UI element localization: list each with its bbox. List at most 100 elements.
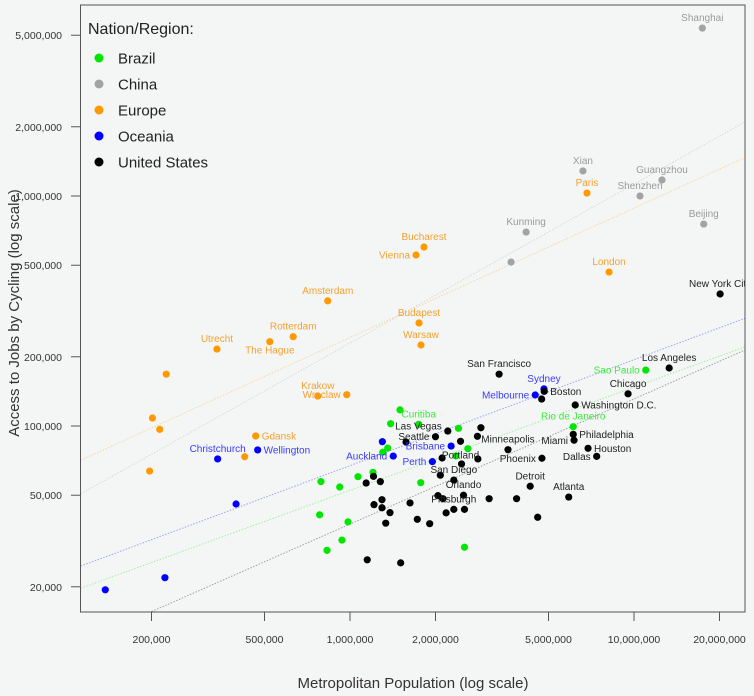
point-united-states bbox=[402, 438, 410, 446]
point-europe bbox=[266, 338, 274, 346]
x-tick-label: 500,000 bbox=[246, 634, 284, 646]
point-united-states bbox=[593, 452, 601, 460]
point-label: Shanghai bbox=[681, 13, 723, 24]
point-united-states bbox=[477, 424, 485, 432]
point-china bbox=[522, 228, 530, 236]
point-europe bbox=[146, 467, 154, 475]
point-label: Pittsburgh bbox=[431, 494, 476, 505]
point-united-states bbox=[382, 519, 390, 527]
point-united-states bbox=[431, 433, 440, 441]
y-tick-label: 5,000,000 bbox=[15, 30, 62, 42]
point-label: Washington D.C. bbox=[581, 400, 656, 411]
point-label: Sao Paulo bbox=[594, 366, 641, 377]
point-label: Boston bbox=[550, 387, 581, 398]
point-china bbox=[507, 258, 515, 266]
legend-marker-brazil bbox=[94, 53, 104, 63]
legend-marker-china bbox=[94, 79, 104, 89]
y-tick-label: 200,000 bbox=[24, 352, 62, 364]
plot-frame bbox=[80, 4, 746, 613]
point-label: Beijing bbox=[689, 209, 719, 220]
point-brazil bbox=[317, 478, 325, 486]
y-tick-label: 100,000 bbox=[24, 421, 62, 433]
point-label: Miami bbox=[541, 436, 568, 447]
legend-marker-united-states bbox=[94, 157, 104, 167]
point-united-states bbox=[569, 430, 577, 438]
point-label: Portland bbox=[442, 450, 479, 461]
point-europe bbox=[213, 345, 221, 353]
point-label: Vienna bbox=[379, 250, 410, 261]
point-label: San Diego bbox=[430, 465, 477, 476]
legend-label-oceania: Oceania bbox=[118, 129, 175, 146]
point-oceania bbox=[428, 458, 436, 466]
point-label: Amsterdam bbox=[302, 286, 353, 297]
point-oceania bbox=[101, 586, 109, 594]
point-label: Warsaw bbox=[403, 330, 440, 341]
point-europe bbox=[162, 370, 170, 378]
point-united-states bbox=[474, 455, 482, 463]
legend-label-china: China bbox=[118, 77, 158, 94]
point-brazil bbox=[344, 518, 352, 526]
point-label: Bucharest bbox=[401, 232, 446, 243]
point-label: Philadelphia bbox=[579, 430, 634, 441]
point-label: Detroit bbox=[515, 471, 545, 482]
point-brazil bbox=[460, 543, 469, 551]
point-label: New York City bbox=[689, 279, 751, 290]
point-label: Curitiba bbox=[402, 409, 437, 420]
x-axis-title: Metropolitan Population (log scale) bbox=[298, 675, 529, 692]
legend-label-europe: Europe bbox=[118, 103, 166, 120]
point-brazil bbox=[569, 423, 577, 431]
x-tick-label: 5,000,000 bbox=[525, 634, 572, 646]
point-united-states bbox=[376, 478, 384, 486]
point-label: Xian bbox=[573, 156, 593, 167]
legend-marker-oceania bbox=[94, 131, 104, 141]
point-united-states bbox=[716, 290, 724, 298]
point-label: Kunming bbox=[506, 217, 545, 228]
point-united-states bbox=[624, 390, 632, 398]
point-united-states bbox=[473, 432, 482, 440]
point-oceania bbox=[232, 500, 240, 508]
point-label: Rotterdam bbox=[270, 322, 317, 333]
point-united-states bbox=[439, 495, 447, 503]
point-oceania bbox=[378, 438, 386, 446]
point-united-states bbox=[538, 454, 546, 462]
point-united-states bbox=[442, 509, 450, 517]
legend-label-united-states: United States bbox=[118, 155, 208, 172]
point-brazil bbox=[415, 420, 423, 428]
point-united-states bbox=[426, 520, 434, 528]
point-label: San Francisco bbox=[467, 359, 531, 370]
y-tick-label: 20,000 bbox=[30, 582, 62, 594]
point-label: Los Angeles bbox=[642, 353, 697, 364]
point-oceania bbox=[447, 442, 455, 450]
point-label: Rio de Janeiro bbox=[541, 412, 606, 423]
point-united-states bbox=[538, 395, 546, 403]
point-label: Shenzhen bbox=[617, 181, 662, 192]
point-united-states bbox=[665, 364, 673, 372]
legend-marker-europe bbox=[94, 105, 104, 115]
point-label: Las Vegas bbox=[395, 422, 442, 433]
point-brazil bbox=[336, 483, 344, 491]
point-label: Gdansk bbox=[262, 431, 297, 442]
y-axis-title: Access to Jobs by Cycling (log scale) bbox=[6, 189, 23, 437]
point-china bbox=[698, 24, 706, 32]
point-united-states bbox=[397, 559, 405, 567]
point-europe bbox=[289, 333, 297, 341]
point-brazil bbox=[464, 445, 472, 453]
x-tick-label: 20,000,000 bbox=[693, 634, 746, 646]
point-label: Wroclaw bbox=[303, 390, 342, 401]
point-united-states bbox=[459, 491, 468, 499]
point-brazil bbox=[323, 546, 331, 554]
point-united-states bbox=[438, 454, 446, 462]
point-label: Atlanta bbox=[553, 482, 585, 493]
point-label: London bbox=[592, 257, 625, 268]
x-tick-label: 200,000 bbox=[133, 634, 171, 646]
point-europe bbox=[412, 251, 420, 259]
point-united-states bbox=[504, 446, 512, 454]
point-oceania bbox=[531, 391, 539, 399]
point-label: Orlando bbox=[446, 480, 482, 491]
point-united-states bbox=[457, 460, 466, 468]
point-europe bbox=[148, 414, 157, 422]
trend-line-china bbox=[81, 121, 745, 495]
point-europe bbox=[583, 189, 591, 197]
point-brazil bbox=[338, 536, 346, 544]
point-china bbox=[658, 176, 666, 184]
